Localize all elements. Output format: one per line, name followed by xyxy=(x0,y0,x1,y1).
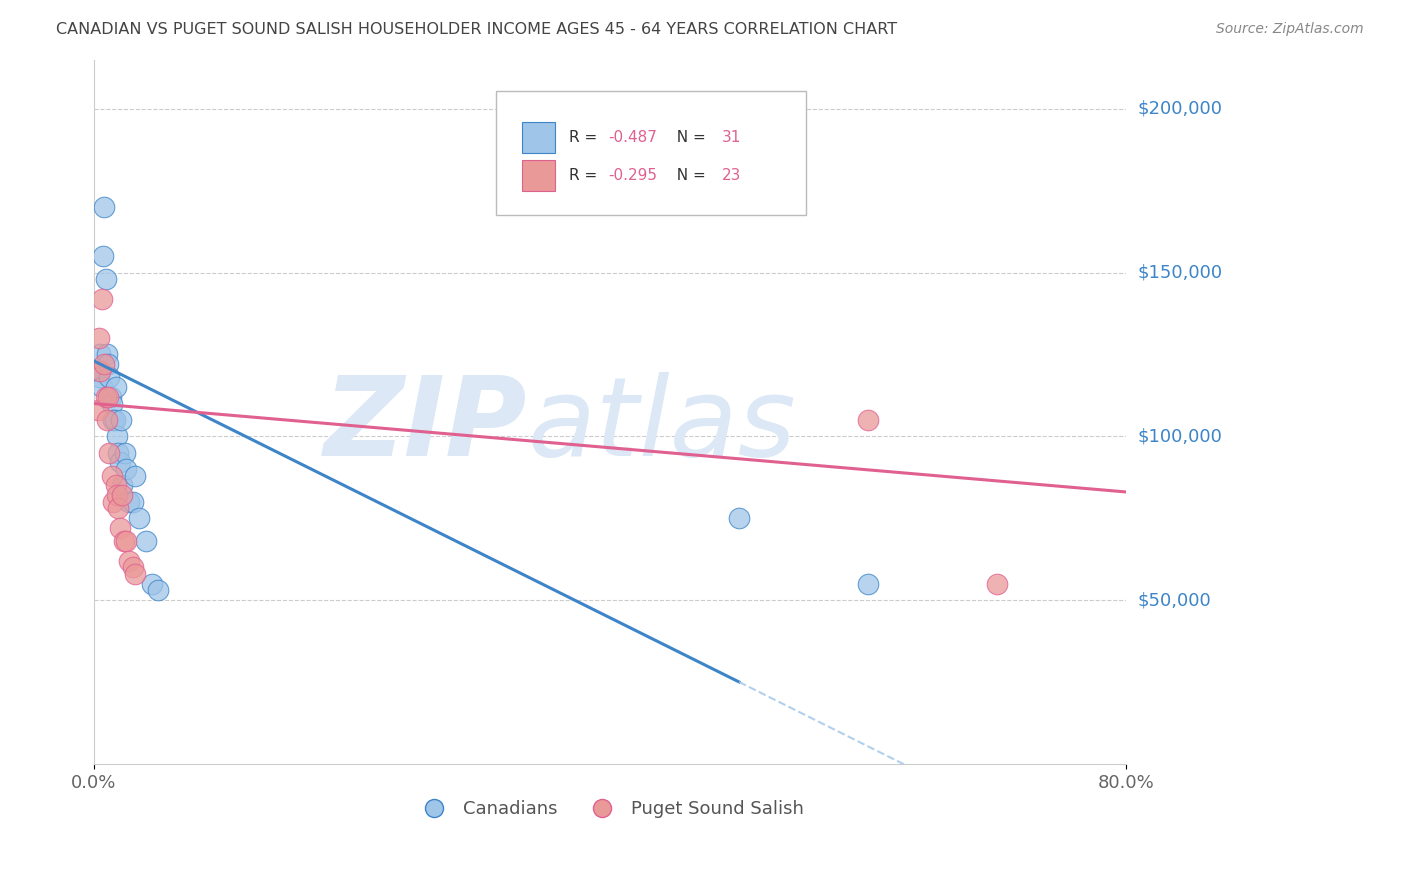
Point xyxy=(107,501,129,516)
Point xyxy=(94,390,117,404)
Point xyxy=(96,413,118,427)
Text: -0.487: -0.487 xyxy=(607,129,657,145)
Point xyxy=(90,380,112,394)
Text: 23: 23 xyxy=(721,169,741,183)
Point xyxy=(111,488,134,502)
Point xyxy=(101,468,124,483)
Point xyxy=(114,445,136,459)
Point xyxy=(93,357,115,371)
Point xyxy=(108,455,131,469)
Point xyxy=(89,347,111,361)
Text: N =: N = xyxy=(666,129,710,145)
Point xyxy=(101,396,124,410)
Point xyxy=(135,534,157,549)
Point xyxy=(986,576,1008,591)
Point xyxy=(104,478,127,492)
Point xyxy=(103,495,125,509)
Point xyxy=(128,511,150,525)
Point xyxy=(100,390,122,404)
Point xyxy=(97,357,120,371)
Point xyxy=(90,292,112,306)
Point xyxy=(87,370,110,384)
Point xyxy=(89,364,111,378)
Point xyxy=(148,583,170,598)
Point xyxy=(124,468,146,483)
Point xyxy=(103,413,125,427)
Text: N =: N = xyxy=(666,169,710,183)
Point xyxy=(728,511,751,525)
Point xyxy=(121,560,143,574)
Point xyxy=(98,445,121,459)
Text: ZIP: ZIP xyxy=(323,372,527,479)
Text: CANADIAN VS PUGET SOUND SALISH HOUSEHOLDER INCOME AGES 45 - 64 YEARS CORRELATION: CANADIAN VS PUGET SOUND SALISH HOUSEHOLD… xyxy=(56,22,897,37)
Text: R =: R = xyxy=(568,169,602,183)
Text: -0.295: -0.295 xyxy=(607,169,657,183)
Point xyxy=(118,554,141,568)
Point xyxy=(94,272,117,286)
Point xyxy=(115,462,138,476)
Text: $100,000: $100,000 xyxy=(1137,427,1222,445)
Text: $150,000: $150,000 xyxy=(1137,263,1222,282)
Point xyxy=(98,370,121,384)
Point xyxy=(107,445,129,459)
FancyBboxPatch shape xyxy=(496,91,806,215)
Point xyxy=(105,429,128,443)
Point xyxy=(103,413,125,427)
Point xyxy=(856,576,879,591)
Text: $50,000: $50,000 xyxy=(1137,591,1211,609)
Legend: Canadians, Puget Sound Salish: Canadians, Puget Sound Salish xyxy=(409,793,811,825)
Bar xyxy=(522,121,555,153)
Point xyxy=(856,413,879,427)
Point xyxy=(118,495,141,509)
Point xyxy=(96,347,118,361)
Text: 31: 31 xyxy=(721,129,741,145)
Point xyxy=(105,488,128,502)
Point xyxy=(91,249,114,263)
Point xyxy=(124,566,146,581)
Point xyxy=(121,495,143,509)
Text: atlas: atlas xyxy=(527,372,796,479)
Point xyxy=(115,534,138,549)
Text: $200,000: $200,000 xyxy=(1137,100,1222,118)
Text: R =: R = xyxy=(568,129,602,145)
Point xyxy=(112,534,135,549)
Point xyxy=(93,200,115,214)
Text: Source: ZipAtlas.com: Source: ZipAtlas.com xyxy=(1216,22,1364,37)
Point xyxy=(111,478,134,492)
Point xyxy=(110,413,132,427)
Point xyxy=(141,576,163,591)
Point xyxy=(108,521,131,535)
Point xyxy=(97,390,120,404)
Point xyxy=(87,403,110,417)
Bar xyxy=(522,161,555,191)
Point xyxy=(104,380,127,394)
Point xyxy=(87,364,110,378)
Point xyxy=(87,331,110,345)
